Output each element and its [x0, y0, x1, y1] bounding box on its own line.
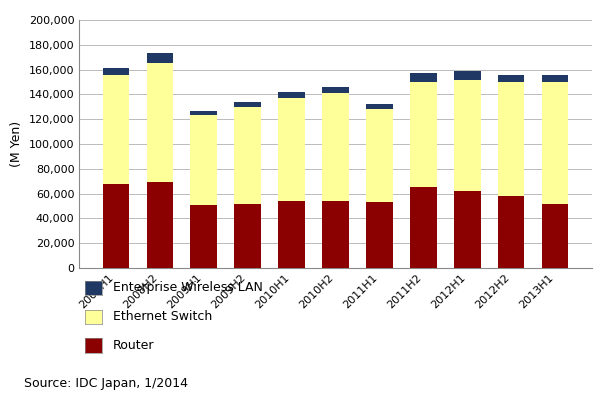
Bar	[102, 74, 129, 184]
Bar	[498, 74, 525, 82]
Bar	[454, 80, 481, 191]
Bar	[234, 204, 261, 268]
Bar	[278, 98, 305, 201]
Bar	[410, 187, 437, 268]
Bar	[498, 82, 525, 196]
Bar	[190, 116, 217, 205]
Bar	[322, 201, 349, 268]
Bar	[234, 102, 261, 107]
Bar	[410, 73, 437, 82]
Bar	[278, 201, 305, 268]
Text: Enterprise Wireless LAN: Enterprise Wireless LAN	[113, 282, 263, 294]
Bar	[542, 74, 569, 82]
Bar	[322, 87, 349, 93]
Bar	[498, 196, 525, 268]
Text: Router: Router	[113, 339, 154, 352]
Bar	[190, 110, 217, 116]
Bar	[322, 93, 349, 201]
Bar	[366, 109, 393, 202]
Bar	[146, 182, 173, 268]
Text: Ethernet Switch: Ethernet Switch	[113, 310, 212, 323]
Bar	[102, 68, 129, 74]
Text: Source: IDC Japan, 1/2014: Source: IDC Japan, 1/2014	[24, 377, 188, 390]
Bar	[454, 71, 481, 80]
Bar	[366, 202, 393, 268]
Y-axis label: (M Yen): (M Yen)	[10, 121, 23, 167]
Bar	[278, 92, 305, 98]
Bar	[102, 184, 129, 268]
Bar	[454, 191, 481, 268]
Bar	[190, 205, 217, 268]
Bar	[542, 204, 569, 268]
Bar	[146, 63, 173, 182]
Bar	[366, 104, 393, 109]
Bar	[410, 82, 437, 187]
Bar	[146, 54, 173, 63]
Bar	[234, 107, 261, 204]
Bar	[542, 82, 569, 204]
